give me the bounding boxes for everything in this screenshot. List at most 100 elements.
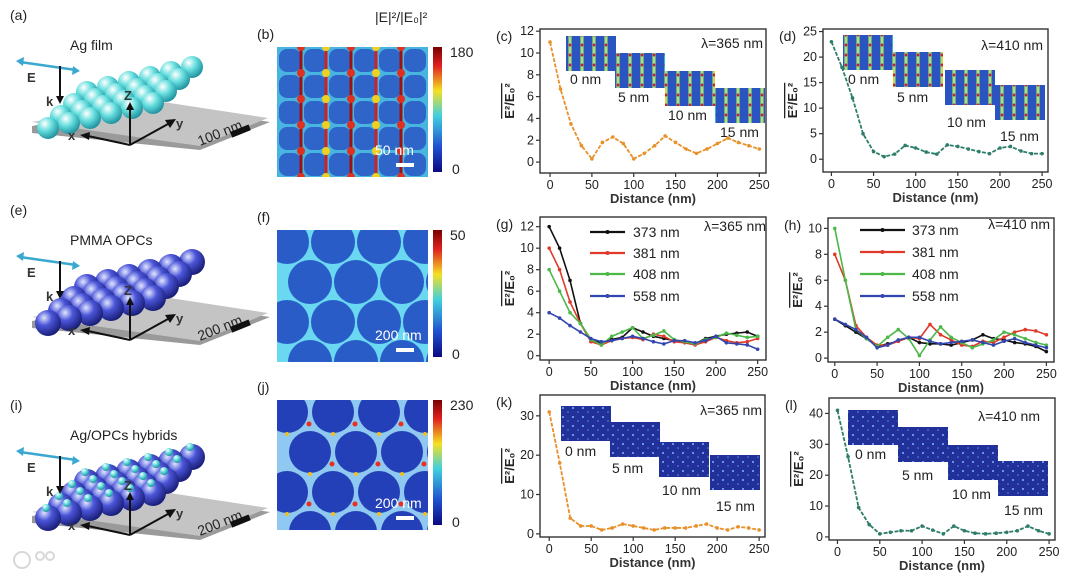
data-point <box>620 330 624 334</box>
ag-particle <box>110 470 118 478</box>
chart-l: (l) 0 50 100 150 200 250 0 10 20 30 40 Distance (nm)… <box>785 397 1060 573</box>
data-point <box>589 524 594 528</box>
data-point <box>578 524 583 528</box>
panel-label: (a) <box>10 7 27 23</box>
y-tick-label: 0 <box>810 152 817 166</box>
x-axis-label: Distance (nm) <box>610 555 696 570</box>
data-point <box>899 528 903 533</box>
x-arrowhead <box>80 327 90 335</box>
field-map-f: (f) 50 0 200 nm <box>257 209 466 362</box>
data-point <box>892 152 897 156</box>
data-point <box>903 143 907 148</box>
panel-label: (h) <box>784 217 801 233</box>
z-label: Z <box>124 283 132 298</box>
field-map-inset <box>659 442 709 477</box>
x-tick-label: 100 <box>623 178 644 192</box>
hotspot <box>423 432 427 436</box>
data-point <box>843 278 848 283</box>
inset-label: 0 nm <box>565 443 596 459</box>
x-tick-label: 0 <box>828 177 835 191</box>
hotspot <box>354 552 358 556</box>
plot-frame <box>822 28 1049 173</box>
data-point <box>938 332 943 337</box>
ag-particle <box>131 465 139 473</box>
data-point <box>630 325 635 330</box>
y-tick-label: 10 <box>809 499 823 513</box>
data-point <box>949 335 953 340</box>
data-point <box>547 246 551 250</box>
data-point <box>568 300 572 304</box>
sphere <box>98 295 124 321</box>
panel-label: (i) <box>10 397 22 413</box>
data-point <box>962 528 967 533</box>
hotspot <box>308 472 312 476</box>
field-map-image <box>277 230 428 362</box>
hotspot <box>297 173 305 177</box>
data-point <box>610 526 615 530</box>
data-point <box>1023 336 1028 341</box>
data-point <box>673 526 677 530</box>
ag-particle <box>102 463 110 471</box>
particle-region <box>289 431 331 473</box>
y-tick-label: 2 <box>815 325 822 339</box>
ag-particle <box>97 482 105 490</box>
data-point <box>557 267 562 272</box>
y-tick-label: 8 <box>815 247 822 261</box>
data-point <box>1008 144 1013 149</box>
data-point <box>631 524 635 528</box>
hotspot <box>376 542 381 547</box>
hotspot <box>397 47 405 51</box>
field-map-inset <box>998 461 1048 496</box>
data-point <box>745 343 750 347</box>
data-point <box>885 343 890 347</box>
particle-region <box>312 400 354 433</box>
particle-region <box>427 525 428 530</box>
data-point <box>840 65 844 70</box>
chart-k: (k) 0 50 100 150 200 250 0 10 20 30 Distance (nm) E²… <box>496 394 770 570</box>
colorbar-max: 180 <box>450 44 474 60</box>
data-point <box>589 336 593 341</box>
data-point <box>981 332 985 337</box>
field-map-inset <box>948 445 998 480</box>
y-arrowhead <box>165 119 176 128</box>
y-axis-arrow <box>129 513 169 536</box>
data-point <box>907 335 911 340</box>
colorbar-min: 0 <box>452 514 460 530</box>
particle-region <box>329 49 351 72</box>
ag-particle <box>152 460 160 468</box>
inset-label: 5 nm <box>612 460 643 476</box>
data-point <box>611 135 615 139</box>
x-tick-label: 250 <box>747 365 768 379</box>
sphere <box>77 300 103 326</box>
data-point <box>652 143 657 148</box>
sphere <box>140 285 166 311</box>
scale-bar <box>230 319 251 333</box>
series-c <box>548 40 762 161</box>
x-tick-label: 100 <box>912 545 933 559</box>
data-point <box>973 531 977 536</box>
particle-region <box>279 75 301 98</box>
particle-region <box>354 49 376 72</box>
data-point <box>747 143 751 148</box>
series-d <box>829 39 1044 159</box>
particle-region <box>334 340 378 362</box>
panel-label: (j) <box>257 379 269 395</box>
x-tick-label: 200 <box>706 365 727 379</box>
y-axis-label: E²/E₀² <box>790 272 805 308</box>
data-point <box>1034 340 1038 345</box>
legend-label: 381 nm <box>633 245 680 261</box>
data-point <box>909 528 914 533</box>
data-point <box>877 532 882 536</box>
data-point <box>547 267 551 272</box>
data-point <box>938 325 943 329</box>
y-tick-label: 8 <box>527 263 534 277</box>
legend-label: 558 nm <box>912 288 959 304</box>
data-point <box>832 252 837 257</box>
x-tick-label: 0 <box>834 545 841 559</box>
hotspot <box>400 552 404 556</box>
data-point <box>928 322 932 327</box>
y-tick-label: 0 <box>527 349 534 363</box>
hotspot <box>445 502 450 507</box>
